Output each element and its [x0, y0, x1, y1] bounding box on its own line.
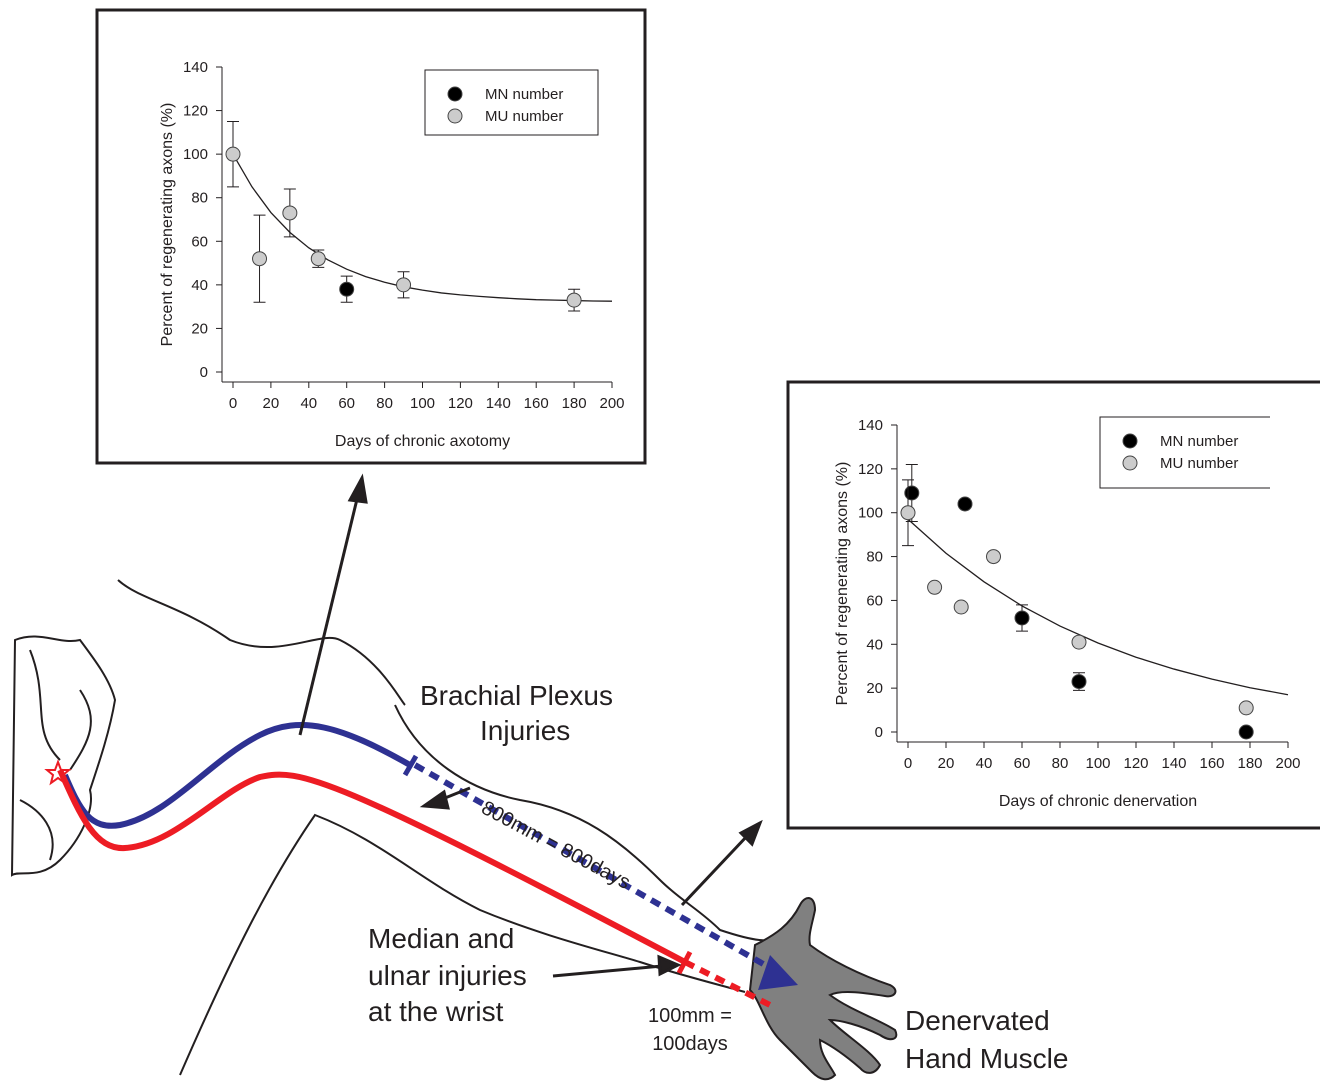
- data-point: [253, 252, 267, 266]
- y-axis-label: Percent of regenerating axons (%): [834, 462, 851, 706]
- x-tick-label: 200: [1275, 755, 1300, 772]
- x-tick-label: 80: [1052, 755, 1069, 772]
- legend-label: MU number: [485, 108, 563, 125]
- legend-label: MN number: [1160, 433, 1238, 450]
- data-point: [905, 486, 919, 500]
- x-tick-label: 200: [599, 395, 624, 412]
- data-point: [340, 282, 354, 296]
- brachial-label: Injuries: [480, 715, 570, 746]
- chart: 0 20 40 60 80 100 120 140 0 20 40 60 80 100 120 140 160 1…: [788, 382, 1320, 828]
- x-tick-label: 40: [976, 755, 993, 772]
- y-tick-label: 80: [866, 549, 883, 566]
- data-point: [567, 293, 581, 307]
- hand: [750, 898, 896, 1079]
- x-tick-label: 160: [524, 395, 549, 412]
- data-point: [1239, 725, 1253, 739]
- chart: 0 20 40 60 80 100 120 140 0 20 40 60 80 100 120 140 160 1…: [97, 10, 645, 463]
- data-point: [987, 550, 1001, 564]
- y-tick-label: 140: [183, 59, 208, 76]
- figure: Brachial Plexus Injuries 800mm = 800days…: [0, 0, 1320, 1083]
- y-tick-label: 120: [858, 461, 883, 478]
- x-tick-label: 180: [562, 395, 587, 412]
- legend-label: MN number: [485, 86, 563, 103]
- data-point: [1072, 675, 1086, 689]
- hand-label: Hand Muscle: [905, 1043, 1068, 1074]
- median-label: ulnar injuries: [368, 960, 527, 991]
- legend-label: MU number: [1160, 455, 1238, 472]
- y-axis-label: Percent of regenerating axons (%): [159, 103, 176, 347]
- data-point: [397, 278, 411, 292]
- distance-label: 800mm = 800days: [478, 797, 634, 894]
- x-tick-label: 160: [1199, 755, 1224, 772]
- data-point: [226, 147, 240, 161]
- legend-marker: [1123, 456, 1137, 470]
- legend-marker: [1123, 434, 1137, 448]
- x-tick-label: 140: [486, 395, 511, 412]
- x-tick-label: 120: [448, 395, 473, 412]
- distance-label: 100mm =: [648, 1005, 732, 1027]
- arrow: [553, 966, 662, 976]
- data-point: [283, 206, 297, 220]
- y-tick-label: 100: [183, 146, 208, 163]
- x-tick-label: 100: [410, 395, 435, 412]
- blue-nerve: [65, 725, 410, 826]
- data-point: [311, 252, 325, 266]
- y-tick-label: 100: [858, 505, 883, 522]
- y-tick-label: 40: [191, 277, 208, 294]
- median-label: Median and: [368, 923, 514, 954]
- y-tick-label: 60: [191, 233, 208, 250]
- x-tick-label: 140: [1161, 755, 1186, 772]
- x-tick-label: 40: [300, 395, 317, 412]
- y-tick-label: 20: [191, 320, 208, 337]
- arrow-head: [424, 792, 448, 808]
- x-tick-label: 100: [1085, 755, 1110, 772]
- data-point: [1015, 611, 1029, 625]
- data-point: [1239, 701, 1253, 715]
- x-tick-label: 60: [1014, 755, 1031, 772]
- arrow: [682, 835, 748, 905]
- brachial-label: Brachial Plexus: [420, 680, 613, 711]
- y-tick-label: 120: [183, 103, 208, 120]
- x-tick-label: 60: [338, 395, 355, 412]
- y-tick-label: 40: [866, 636, 883, 653]
- y-tick-label: 140: [858, 417, 883, 434]
- arrow-head: [350, 478, 366, 502]
- legend-marker: [448, 87, 462, 101]
- legend-marker: [448, 109, 462, 123]
- hand-label: Denervated: [905, 1005, 1050, 1036]
- x-tick-label: 180: [1237, 755, 1262, 772]
- y-tick-label: 20: [866, 680, 883, 697]
- data-point: [954, 600, 968, 614]
- data-point: [901, 506, 915, 520]
- page: Brachial Plexus Injuries 800mm = 800days…: [0, 0, 1320, 1088]
- data-point: [1072, 635, 1086, 649]
- x-tick-label: 0: [229, 395, 237, 412]
- x-tick-label: 0: [904, 755, 912, 772]
- y-tick-label: 0: [875, 724, 883, 741]
- x-tick-label: 80: [376, 395, 393, 412]
- x-tick-label: 120: [1123, 755, 1148, 772]
- spinal-cord-inner: [20, 650, 91, 860]
- arm-outline-upper: [395, 705, 795, 940]
- x-tick-label: 20: [938, 755, 955, 772]
- y-tick-label: 60: [866, 592, 883, 609]
- arrow: [300, 495, 358, 735]
- y-tick-label: 0: [200, 364, 208, 381]
- x-axis-label: Days of chronic axotomy: [335, 433, 510, 450]
- arm-outline-top: [118, 580, 405, 705]
- median-label: at the wrist: [368, 996, 504, 1027]
- y-tick-label: 80: [191, 190, 208, 207]
- data-point: [958, 497, 972, 511]
- distance-label: 100days: [652, 1033, 728, 1055]
- x-tick-label: 20: [263, 395, 280, 412]
- data-point: [928, 580, 942, 594]
- x-axis-label: Days of chronic denervation: [999, 793, 1197, 810]
